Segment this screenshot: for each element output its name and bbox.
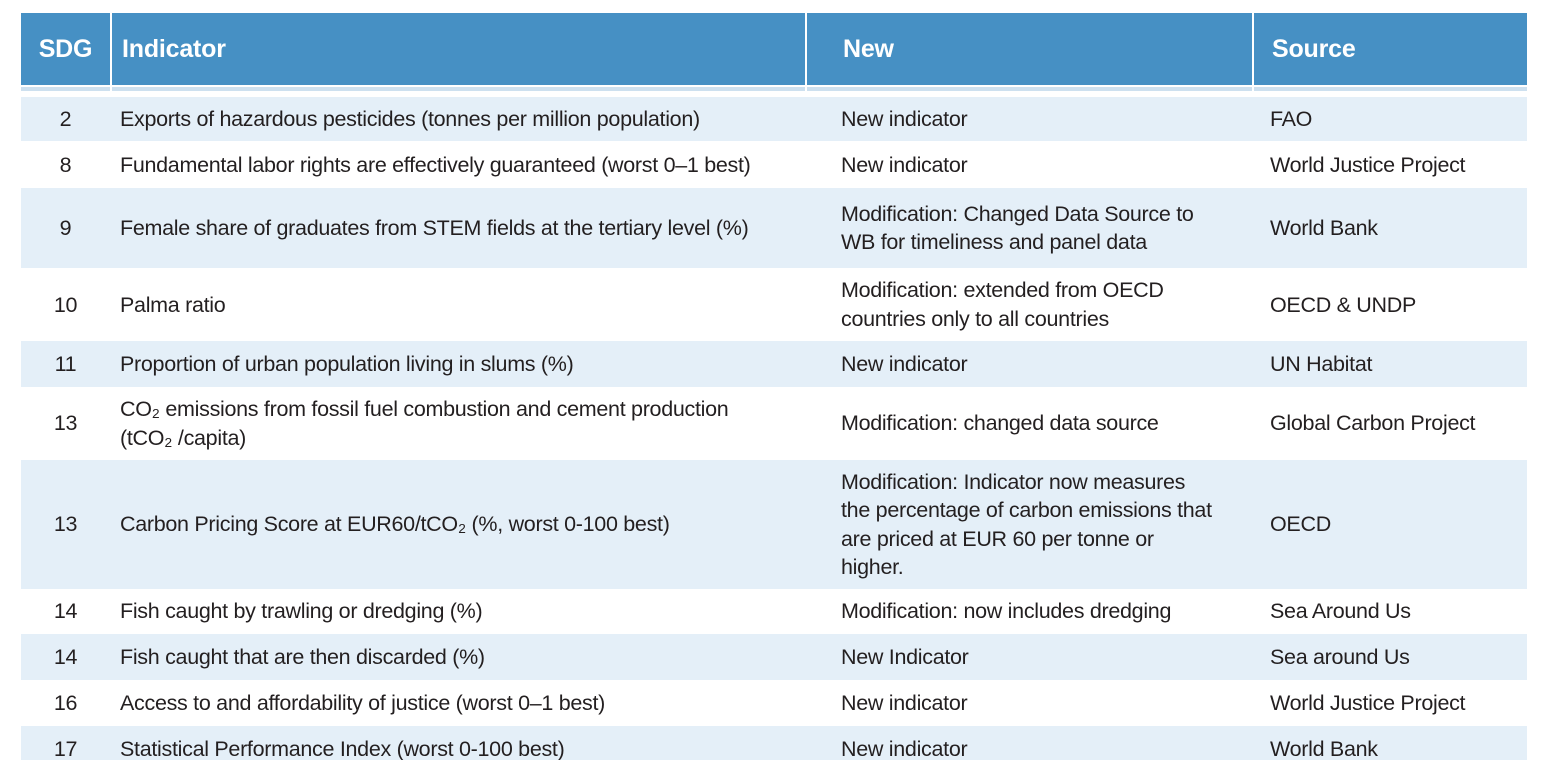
source-cell: Sea Around Us [1252, 589, 1527, 634]
source-cell: World Bank [1252, 188, 1527, 269]
new-status-cell: Modification: extended from OECD countri… [805, 268, 1252, 342]
sdg-cell: 13 [21, 387, 110, 460]
table-row: 13 CO₂ emissions from fossil fuel combus… [21, 387, 1527, 460]
new-status-cell: New indicator [805, 141, 1252, 189]
table-body: 2 Exports of hazardous pesticides (tonne… [21, 97, 1527, 760]
new-status-cell: Modification: now includes dredging [805, 589, 1252, 634]
source-cell: World Justice Project [1252, 679, 1527, 726]
sdg-cell: 11 [21, 341, 110, 388]
table-row: 9 Female share of graduates from STEM fi… [21, 188, 1527, 269]
new-status-cell: New Indicator [805, 633, 1252, 680]
new-status-cell: Modification: changed data source [805, 387, 1252, 460]
new-status-cell: New indicator [805, 725, 1252, 760]
new-status-cell: New indicator [805, 341, 1252, 388]
sdg-cell: 2 [21, 97, 110, 142]
new-status-cell: Modification: Changed Data Source to WB … [805, 188, 1252, 269]
new-status-cell: New indicator [805, 679, 1252, 726]
indicator-cell: Fundamental labor rights are effectively… [110, 141, 805, 189]
source-cell: UN Habitat [1252, 341, 1527, 388]
indicator-cell: Carbon Pricing Score at EUR60/tCO₂ (%, w… [110, 459, 805, 590]
table-row: 14 Fish caught that are then discarded (… [21, 633, 1527, 680]
header-row: SDG Indicator New Source [21, 13, 1527, 85]
new-status-cell: Modification: Indicator now measures the… [805, 459, 1252, 590]
table-row: 8 Fundamental labor rights are effective… [21, 141, 1527, 189]
header-underline-segment [805, 85, 1252, 97]
column-header-source: Source [1252, 13, 1527, 85]
source-cell: OECD & UNDP [1252, 268, 1527, 342]
table-row: 14 Fish caught by trawling or dredging (… [21, 589, 1527, 634]
source-cell: FAO [1252, 97, 1527, 142]
indicator-cell: Fish caught that are then discarded (%) [110, 633, 805, 680]
indicator-cell: Palma ratio [110, 268, 805, 342]
source-cell: World Bank [1252, 725, 1527, 760]
indicator-cell: Fish caught by trawling or dredging (%) [110, 589, 805, 634]
sdg-indicators-table: SDG Indicator New Source 2 Exports of ha… [21, 13, 1527, 760]
column-header-new: New [805, 13, 1252, 85]
sdg-cell: 14 [21, 633, 110, 680]
table-row: 2 Exports of hazardous pesticides (tonne… [21, 97, 1527, 142]
table-row: 10 Palma ratio Modification: extended fr… [21, 268, 1527, 342]
indicator-cell: Female share of graduates from STEM fiel… [110, 188, 805, 269]
column-header-sdg: SDG [21, 13, 110, 85]
indicator-cell: Proportion of urban population living in… [110, 341, 805, 388]
table-header: SDG Indicator New Source [21, 13, 1527, 97]
sdg-cell: 10 [21, 268, 110, 342]
new-status-cell: New indicator [805, 97, 1252, 142]
table-row: 16 Access to and affordability of justic… [21, 679, 1527, 726]
header-underline-row [21, 85, 1527, 97]
source-cell: Sea around Us [1252, 633, 1527, 680]
table-row: 11 Proportion of urban population living… [21, 341, 1527, 388]
header-underline-segment [1252, 85, 1527, 97]
indicator-cell: Statistical Performance Index (worst 0-1… [110, 725, 805, 760]
source-cell: OECD [1252, 459, 1527, 590]
indicator-cell: Exports of hazardous pesticides (tonnes … [110, 97, 805, 142]
indicator-cell: Access to and affordability of justice (… [110, 679, 805, 726]
sdg-cell: 8 [21, 141, 110, 189]
table-row: 17 Statistical Performance Index (worst … [21, 725, 1527, 760]
table-row: 13 Carbon Pricing Score at EUR60/tCO₂ (%… [21, 459, 1527, 590]
sdg-cell: 13 [21, 459, 110, 590]
sdg-cell: 14 [21, 589, 110, 634]
indicator-cell: CO₂ emissions from fossil fuel combustio… [110, 387, 805, 460]
header-underline-segment [110, 85, 805, 97]
sdg-cell: 17 [21, 725, 110, 760]
source-cell: World Justice Project [1252, 141, 1527, 189]
column-header-indicator: Indicator [110, 13, 805, 85]
source-cell: Global Carbon Project [1252, 387, 1527, 460]
sdg-cell: 16 [21, 679, 110, 726]
sdg-cell: 9 [21, 188, 110, 269]
header-underline-segment [21, 85, 110, 97]
